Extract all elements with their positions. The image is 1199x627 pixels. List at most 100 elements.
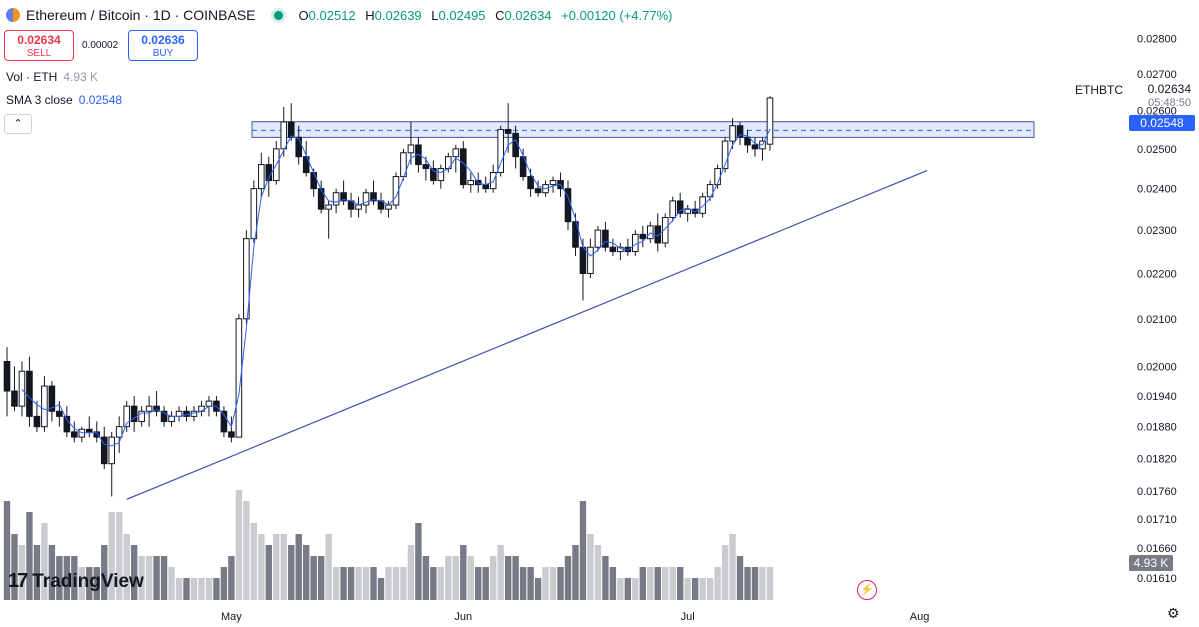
candle-body (669, 200, 677, 219)
symbol-title[interactable]: Ethereum / Bitcoin · 1D · COINBASE (26, 7, 256, 23)
candle-body (639, 233, 647, 240)
price-tick-label: 0.02600 (1137, 106, 1177, 118)
market-open-icon (273, 10, 283, 20)
candle (602, 221, 609, 252)
price-tick-label: 0.02100 (1137, 314, 1177, 326)
price-tick-label: 0.02500 (1137, 144, 1177, 156)
volume-bar (123, 534, 130, 600)
volume-bar (280, 534, 287, 600)
candle (332, 188, 340, 214)
volume-bar (317, 556, 325, 600)
candle (422, 156, 430, 181)
candle (272, 141, 280, 185)
tradingview-logo[interactable]: 17 TradingView (8, 570, 144, 593)
flash-icon[interactable]: ⚡ (857, 580, 877, 600)
candle-body (467, 180, 475, 186)
candle-body (579, 246, 587, 274)
candle-body (280, 121, 288, 150)
candle (26, 356, 33, 427)
candle (287, 103, 295, 142)
candle (160, 406, 168, 427)
resistance-zone (251, 121, 1035, 138)
candle (714, 164, 721, 189)
volume-bar (235, 490, 243, 600)
volume-bar (504, 556, 512, 600)
candle-body (11, 390, 18, 407)
candle-body (310, 172, 317, 190)
candle-body (115, 426, 123, 438)
settings-gear-icon[interactable]: ⚙ (1167, 605, 1180, 621)
volume-bar (168, 567, 175, 600)
candle-body (587, 246, 594, 274)
price-tick-label: 0.01710 (1137, 514, 1177, 526)
volume-bar (721, 545, 729, 600)
volume-bar (519, 567, 527, 600)
price-axis[interactable]: 0.02800 0.02700 0.02600 0.02500 0.02400 0.023… (1137, 33, 1177, 584)
candle (691, 200, 699, 218)
volume-bar (744, 567, 751, 600)
volume-bar (190, 578, 198, 600)
candle-body (766, 97, 774, 145)
volume-bar (362, 567, 370, 600)
volume-bar (490, 556, 497, 600)
candle-body (26, 370, 33, 417)
candle (646, 221, 654, 243)
buy-button[interactable]: 0.02636 BUY (128, 30, 198, 61)
candle (130, 396, 138, 432)
candle-body (736, 125, 744, 138)
candle-body (258, 164, 265, 190)
volume-bar (385, 567, 392, 600)
candle-body (48, 385, 56, 412)
candle-body (235, 318, 243, 438)
candle (93, 421, 101, 443)
candle-body (41, 385, 48, 428)
candle-body (415, 144, 422, 166)
candle-body (295, 136, 303, 158)
sell-button[interactable]: 0.02634 SELL (4, 30, 74, 61)
candle (699, 192, 706, 218)
volume-bar (138, 556, 145, 600)
candle (265, 156, 273, 197)
volume-bar (295, 534, 302, 600)
volume-bar (71, 556, 78, 600)
candle-body (594, 229, 602, 248)
volume-value: 4.93 K (63, 70, 99, 84)
volume-bar (445, 556, 452, 600)
candle (78, 426, 86, 443)
candle-body (534, 188, 542, 194)
volume-bar (400, 567, 407, 600)
volume-bar (310, 556, 317, 600)
candle (355, 196, 362, 218)
volume-bar (624, 578, 632, 600)
candle (617, 242, 624, 261)
volume-bar (18, 545, 26, 600)
collapse-legend-button[interactable]: ⌃ (4, 114, 32, 134)
time-axis[interactable]: May Jun Jul Aug (221, 611, 929, 623)
support-trendline (126, 169, 928, 500)
candle-body (572, 221, 579, 248)
candle-body (56, 410, 63, 417)
candle (489, 164, 497, 193)
candle (564, 180, 572, 231)
tradingview-mark-icon: 17 (8, 570, 28, 592)
candle-body (646, 225, 654, 240)
candle (11, 366, 18, 412)
candle-body (325, 204, 332, 210)
candle (497, 125, 504, 177)
time-tick-label: Jun (454, 611, 472, 623)
price-tick-label: 0.02000 (1137, 361, 1177, 373)
sma-indicator-legend[interactable]: SMA 3 close 0.02548 (6, 93, 122, 107)
candle-body (437, 168, 445, 182)
candle-body (497, 129, 504, 174)
price-tick-label: 0.01610 (1137, 573, 1177, 585)
candle (534, 180, 542, 197)
sell-price: 0.02634 (17, 33, 61, 47)
candle-body (33, 415, 41, 428)
sma-line (21, 128, 771, 447)
volume-bar (130, 545, 138, 600)
volume-bar (579, 501, 587, 600)
volume-bar (609, 567, 617, 600)
volume-bar (662, 567, 669, 600)
volume-indicator-legend[interactable]: Vol · ETH 4.93 K (6, 70, 98, 84)
